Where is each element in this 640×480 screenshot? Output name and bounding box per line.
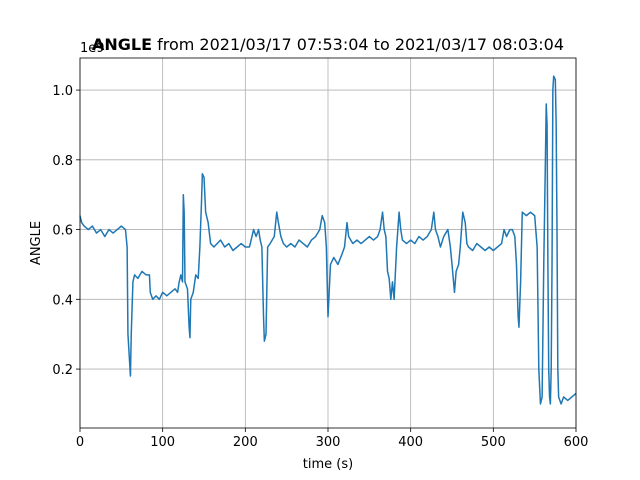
x-tick-label: 600 (564, 435, 589, 450)
y-tick-label: 0.6 (52, 224, 73, 239)
data-line (79, 75, 577, 405)
x-tick-label: 400 (398, 435, 423, 450)
y-axis-label: ANGLE (29, 221, 44, 265)
y-offset-label: 1e9 (80, 41, 105, 56)
x-tick-label: 200 (233, 435, 258, 450)
y-tick-label: 0.2 (52, 363, 73, 378)
y-tick-label: 0.8 (52, 154, 73, 169)
x-tick-label: 300 (316, 435, 341, 450)
x-axis-label: time (s) (303, 457, 353, 472)
x-tick-label: 0 (76, 435, 84, 450)
x-tick-label: 100 (150, 435, 175, 450)
x-tick-label: 500 (481, 435, 506, 450)
title-text: from 2021/03/17 07:53:04 to 2021/03/17 0… (157, 35, 564, 54)
chart-title: ANGLE from 2021/03/17 07:53:04 to 2021/0… (92, 35, 564, 54)
title-bold: ANGLE (92, 35, 152, 54)
y-tick-label: 0.4 (52, 293, 73, 308)
y-tick-label: 1.0 (52, 84, 73, 99)
